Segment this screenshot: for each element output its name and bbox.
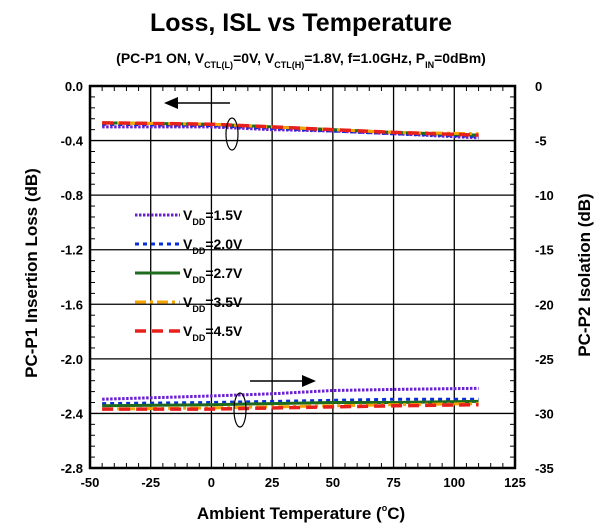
y-right-tick-label: 0	[535, 79, 542, 94]
y-right-tick-label: -25	[535, 352, 554, 367]
x-tick-label: 125	[504, 475, 526, 490]
y-right-tick-label: -10	[535, 188, 554, 203]
legend-label-2: VDD=2.0V	[183, 236, 243, 256]
isolation-line-1	[102, 386, 479, 401]
y-right-tick-label: -20	[535, 297, 554, 312]
legend-label-4: VDD=3.5V	[183, 294, 243, 314]
y-right-tick-label: -30	[535, 406, 554, 421]
x-tick-label: 25	[265, 475, 279, 490]
insertion-loss-line-5	[102, 121, 479, 137]
legend: VDD=1.5V VDD=2.0V VDD=2.7V VDD=3.5V VDD=4.5V	[135, 207, 243, 343]
legend-label-5: VDD=4.5V	[183, 323, 243, 343]
isolation-line-2	[102, 397, 479, 406]
x-tick-label: 50	[326, 475, 340, 490]
y-left-tick-label: -0.8	[61, 188, 83, 203]
plot-frame	[88, 84, 517, 470]
legend-label-1: VDD=1.5V	[183, 207, 243, 227]
y-left-tick-label: -2.0	[61, 352, 83, 367]
legend-label-3: VDD=2.7V	[183, 265, 243, 285]
series-layer	[102, 121, 479, 411]
x-axis-title: Ambient Temperature (oC)	[197, 503, 405, 523]
y-left-tick-label: -1.6	[61, 297, 83, 312]
x-tick-label: 0	[208, 475, 215, 490]
isolation-line-5	[102, 402, 479, 411]
right-axis-arrow-annotation	[233, 375, 316, 428]
x-tick-label: -25	[141, 475, 160, 490]
chart-title: Loss, ISL vs Temperature	[150, 9, 452, 37]
isolation-line-3	[102, 399, 479, 408]
y-right-tick-label: -5	[535, 134, 547, 149]
left-axis-arrow-annotation	[164, 97, 239, 151]
y-left-tick-label: -1.2	[61, 243, 83, 258]
y-axis-left-title: PC-P1 Insertion Loss (dB)	[22, 168, 41, 378]
y-right-tick-label: -15	[535, 243, 554, 258]
x-tick-label: 75	[386, 475, 400, 490]
y-axis-right-title: PC-P2 Isolation (dB)	[575, 193, 594, 356]
x-tick-label: -50	[81, 475, 100, 490]
y-right-tick-label: -35	[535, 461, 554, 476]
y-left-tick-label: 0.0	[65, 79, 83, 94]
ticks: -50 -25 0 25 50 75 100 1250.0-0.4-0.8-1.2-1.6-2…	[61, 79, 554, 490]
y-left-tick-label: -2.8	[61, 461, 83, 476]
grid	[90, 86, 515, 468]
y-left-tick-label: -0.4	[61, 134, 84, 149]
chart-subtitle: (PC-P1 ON, VCTL(L)=0V, VCTL(H)=1.8V, f=1…	[116, 50, 486, 70]
y-left-tick-label: -2.4	[61, 406, 84, 421]
x-tick-label: 100	[443, 475, 465, 490]
